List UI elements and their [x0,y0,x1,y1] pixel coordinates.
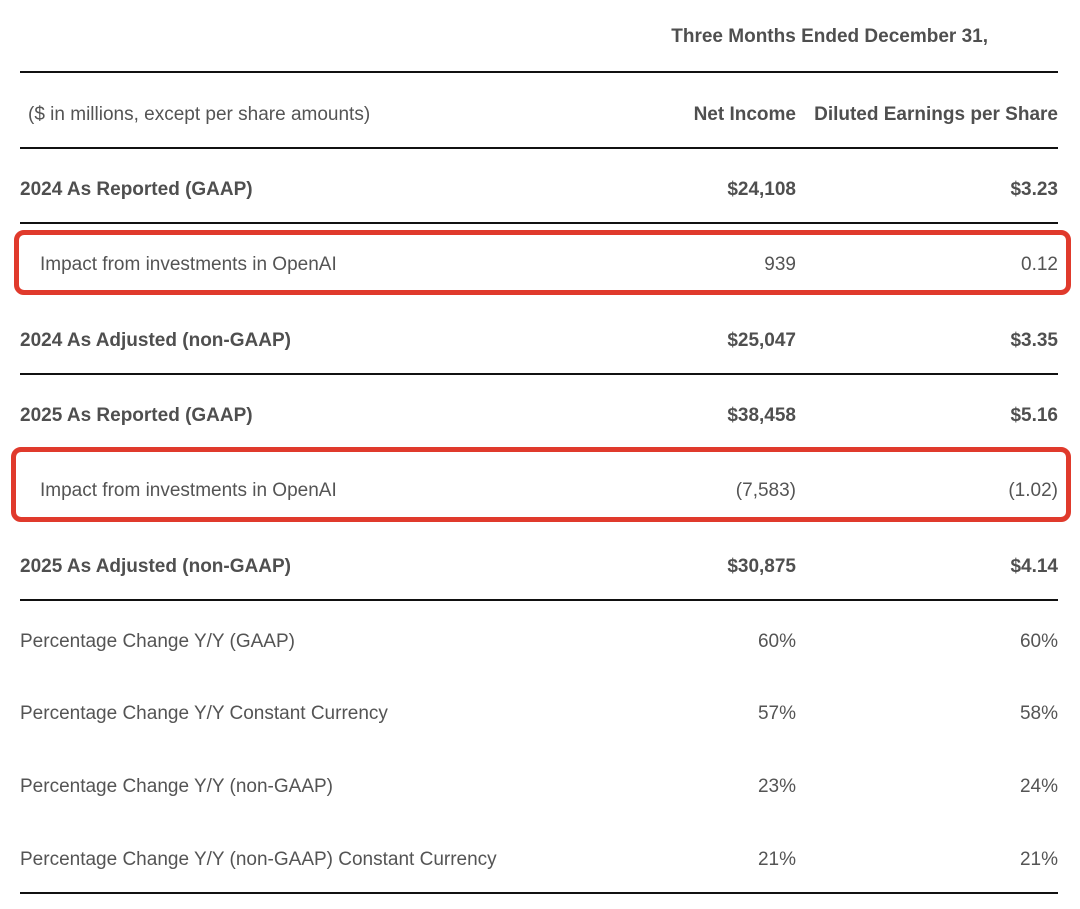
eps-cell: $3.23 [1010,179,1058,200]
row-label: Percentage Change Y/Y (non-GAAP) [20,776,333,797]
column-header-row: ($ in millions, except per share amounts… [20,100,1058,130]
eps-cell: 0.12 [1021,254,1058,275]
net-income-cell: (7,583) [735,480,796,501]
eps-cell: $4.14 [1010,556,1058,577]
eps-cell: 58% [1019,703,1058,724]
eps-cell: 21% [1019,849,1058,870]
net-income-cell: $30,875 [727,556,796,577]
row-label: 2025 As Adjusted (non-GAAP) [20,556,291,577]
table-rule [20,71,1058,73]
net-income-cell: 60% [757,631,796,652]
eps-column-header: Diluted Earnings per Share [814,104,1058,125]
eps-cell: 60% [1019,631,1058,652]
table-row: Impact from investments in OpenAI 939 0.… [20,250,1058,280]
row-label: 2024 As Adjusted (non-GAAP) [20,330,291,351]
eps-cell: $3.35 [1010,330,1058,351]
row-label: Impact from investments in OpenAI [40,254,337,275]
net-income-cell: $24,108 [727,179,796,200]
table-rule [20,222,1058,224]
table-rule [20,373,1058,375]
net-income-cell: 939 [764,254,796,275]
net-income-cell: 23% [757,776,796,797]
row-label: Percentage Change Y/Y (non-GAAP) Constan… [20,849,497,870]
period-header: Three Months Ended December 31, [671,26,988,47]
row-label: 2024 As Reported (GAAP) [20,179,253,200]
eps-cell: (1.02) [1008,480,1058,501]
table-row: 2025 As Reported (GAAP) $38,458 $5.16 [20,401,1058,431]
net-income-cell: $38,458 [727,405,796,426]
table-row: 2025 As Adjusted (non-GAAP) $30,875 $4.1… [20,552,1058,582]
row-label: Percentage Change Y/Y (GAAP) [20,631,295,652]
highlight-box [11,447,1071,522]
net-income-cell: 57% [757,703,796,724]
eps-cell: 24% [1019,776,1058,797]
table-row: Percentage Change Y/Y (non-GAAP) 23% 24% [20,772,1058,802]
table-rule [20,892,1058,894]
table-row: Percentage Change Y/Y Constant Currency … [20,699,1058,729]
net-income-cell: 21% [757,849,796,870]
highlight-box [14,230,1071,295]
net-income-column-header: Net Income [693,104,796,125]
eps-cell: $5.16 [1010,405,1058,426]
row-label: Impact from investments in OpenAI [40,480,337,501]
table-rule [20,147,1058,149]
table-row: 2024 As Reported (GAAP) $24,108 $3.23 [20,175,1058,205]
row-label: Percentage Change Y/Y Constant Currency [20,703,388,724]
table-row: Percentage Change Y/Y (GAAP) 60% 60% [20,627,1058,657]
table-row: Percentage Change Y/Y (non-GAAP) Constan… [20,845,1058,875]
units-label: ($ in millions, except per share amounts… [28,104,371,125]
row-label: 2025 As Reported (GAAP) [20,405,253,426]
table-rule [20,599,1058,601]
table-row: Impact from investments in OpenAI (7,583… [20,476,1058,506]
table-row: 2024 As Adjusted (non-GAAP) $25,047 $3.3… [20,326,1058,356]
net-income-cell: $25,047 [727,330,796,351]
